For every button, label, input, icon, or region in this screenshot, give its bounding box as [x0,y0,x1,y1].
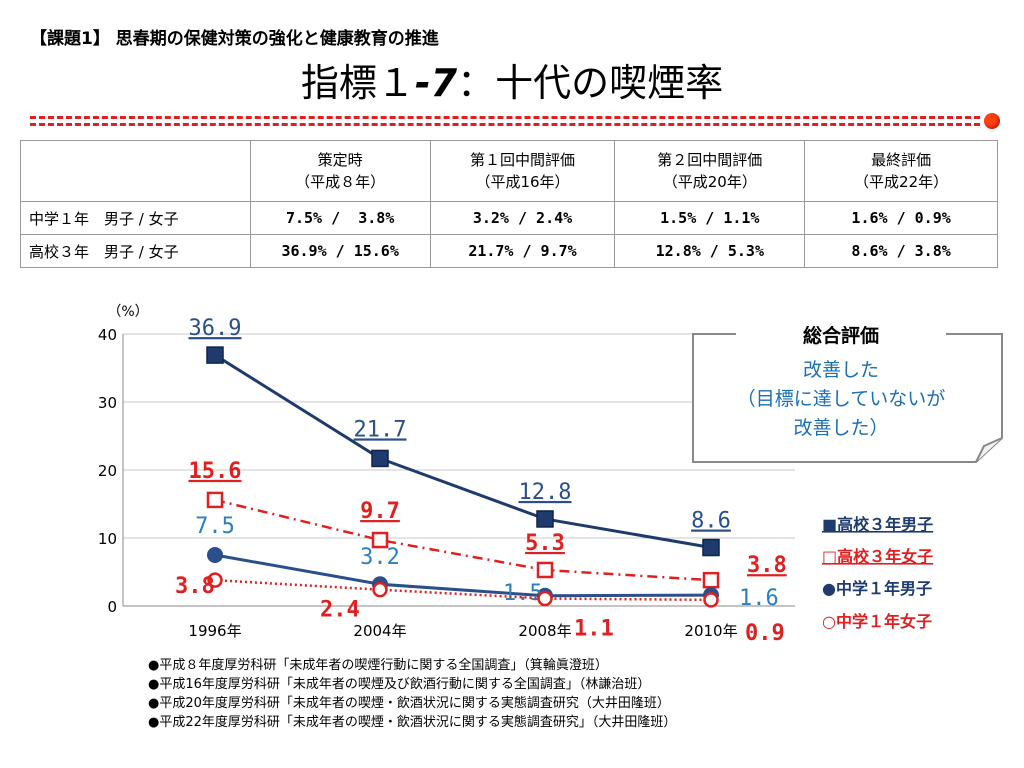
y-tick-label: 0 [107,598,117,616]
legend-entry: □高校３年女子 [822,547,933,566]
data-label: 15.6 [189,459,242,484]
legend-entry: ○中学１年女子 [822,612,932,631]
table-cell: 36.9% / 15.6% [249,234,431,268]
callout-line: 改善した） [793,417,888,439]
x-tick-label: 1996年 [188,622,241,640]
y-tick-label: 40 [98,326,117,344]
data-label: 9.7 [360,499,400,524]
divider-dot-icon [984,113,1000,129]
x-tick-label: 2010年 [684,622,737,640]
data-point-marker [206,491,224,509]
smoking-rate-table: 策定時 （平成８年） 第１回中間評価 （平成16年） 第２回中間評価 （平成20年） … [20,140,998,268]
x-tick-label: 2004年 [353,622,406,640]
data-point-marker [703,592,719,608]
callout-line: （目標に達していないが [737,388,945,410]
table-header-cell: 最終評価 （平成22年） [804,140,998,202]
table-header-corner [20,140,251,202]
table-header-cell: 第２回中間評価 （平成20年） [614,140,806,202]
title-suffix: ：十代の喫煙率 [457,61,724,105]
table-cell: 1.6% / 0.9% [804,201,998,235]
divider-line-top [30,116,980,119]
y-axis-unit-label: （%） [107,304,148,320]
source-item: ●平成16年度厚労科研「未成年者の喫煙及び飲酒行動に関する全国調査」（林謙治班） [148,677,651,692]
source-item: ●平成22年度厚労科研「未成年者の喫煙・飲酒状況に関する実態調査研究」（大井田隆… [148,715,677,730]
data-label: 8.6 [691,509,731,534]
data-point-marker [206,346,224,364]
y-tick-label: 10 [98,530,117,548]
data-point-marker [702,538,720,557]
data-label: 1.1 [574,617,614,642]
data-label: 1.6 [739,586,779,611]
data-label: 12.8 [519,480,572,505]
title-divider [30,115,980,127]
callout-heading: 総合評価 [803,326,879,347]
data-point-marker [372,581,388,598]
data-label: 1.5 [503,581,543,606]
data-point-marker [702,571,720,589]
smoking-rate-chart: 0 10 20 30 40 （%） 1996年 2004年 2008年 2010年 36.9 21.7… [98,304,933,646]
data-point-marker [371,449,389,468]
title-number: -7 [414,61,458,105]
table-cell: 7.5% / 3.8% [249,201,431,235]
y-tick-label: 30 [98,394,117,412]
data-label: 36.9 [189,316,242,341]
data-point-marker [536,561,554,579]
legend-entry: ■高校３年男子 [822,515,933,534]
table-row: 中学１年 男子 / 女子 7.5% / 3.8% 3.2% / 2.4% 1.5… [20,201,998,235]
slide-title: 指標１-7：十代の喫煙率 [0,52,1024,107]
table-cell: 1.5% / 1.1% [614,201,806,235]
table-header-row: 策定時 （平成８年） 第１回中間評価 （平成16年） 第２回中間評価 （平成20年） … [20,140,998,202]
data-point-marker [207,547,223,563]
data-point-marker [207,572,223,588]
summary-callout: 総合評価 改善した （目標に達していないが 改善した） [692,326,1003,463]
legend-entry: ●中学１年男子 [822,579,932,598]
table-row: 高校３年 男子 / 女子 36.9% / 15.6% 21.7% / 9.7% … [20,234,998,268]
data-point-marker [537,590,553,607]
callout-fold-icon [975,437,1003,463]
data-label: 3.8 [175,574,215,599]
data-point-marker [536,510,554,528]
source-item: ●平成20年度厚労科研「未成年者の喫煙・飲酒状況に関する実態調査研究（大井田隆班… [148,696,670,711]
source-item: ●平成８年度厚労科研「未成年者の喫煙行動に関する全国調査」（箕輪眞澄班） [148,658,608,673]
data-label: 3.8 [747,553,787,578]
table-cell: 21.7% / 9.7% [429,234,616,268]
table-header-cell: 第１回中間評価 （平成16年） [429,140,616,202]
row-label: 高校３年 男子 / 女子 [20,234,251,268]
callout-line: 改善した [803,359,879,381]
data-label: 2.4 [320,598,360,623]
table-cell: 3.2% / 2.4% [429,201,616,235]
callout-heading-gap [736,328,946,342]
data-label: 7.5 [195,514,235,539]
slide-subtitle: 【課題1】 思春期の保健対策の強化と健康教育の推進 [30,29,439,49]
sources-list: ●平成８年度厚労科研「未成年者の喫煙行動に関する全国調査」（箕輪眞澄班） ●平成… [148,656,676,732]
x-tick-label: 2008年 [518,622,571,640]
series-line [214,498,712,582]
data-label: 0.9 [745,621,785,646]
data-point-marker [371,531,389,549]
divider-line-bottom [30,123,980,126]
row-label: 中学１年 男子 / 女子 [20,201,251,235]
y-tick-label: 20 [98,462,117,480]
table-cell: 8.6% / 3.8% [804,234,998,268]
data-label: 5.3 [525,531,565,556]
series-line [214,553,712,598]
table-cell: 12.8% / 5.3% [614,234,806,268]
table-header-cell: 策定時 （平成８年） [249,140,431,202]
data-label: 3.2 [360,545,400,570]
data-label: 21.7 [354,417,407,442]
title-prefix: 指標１ [300,61,415,105]
series-line [214,353,712,549]
